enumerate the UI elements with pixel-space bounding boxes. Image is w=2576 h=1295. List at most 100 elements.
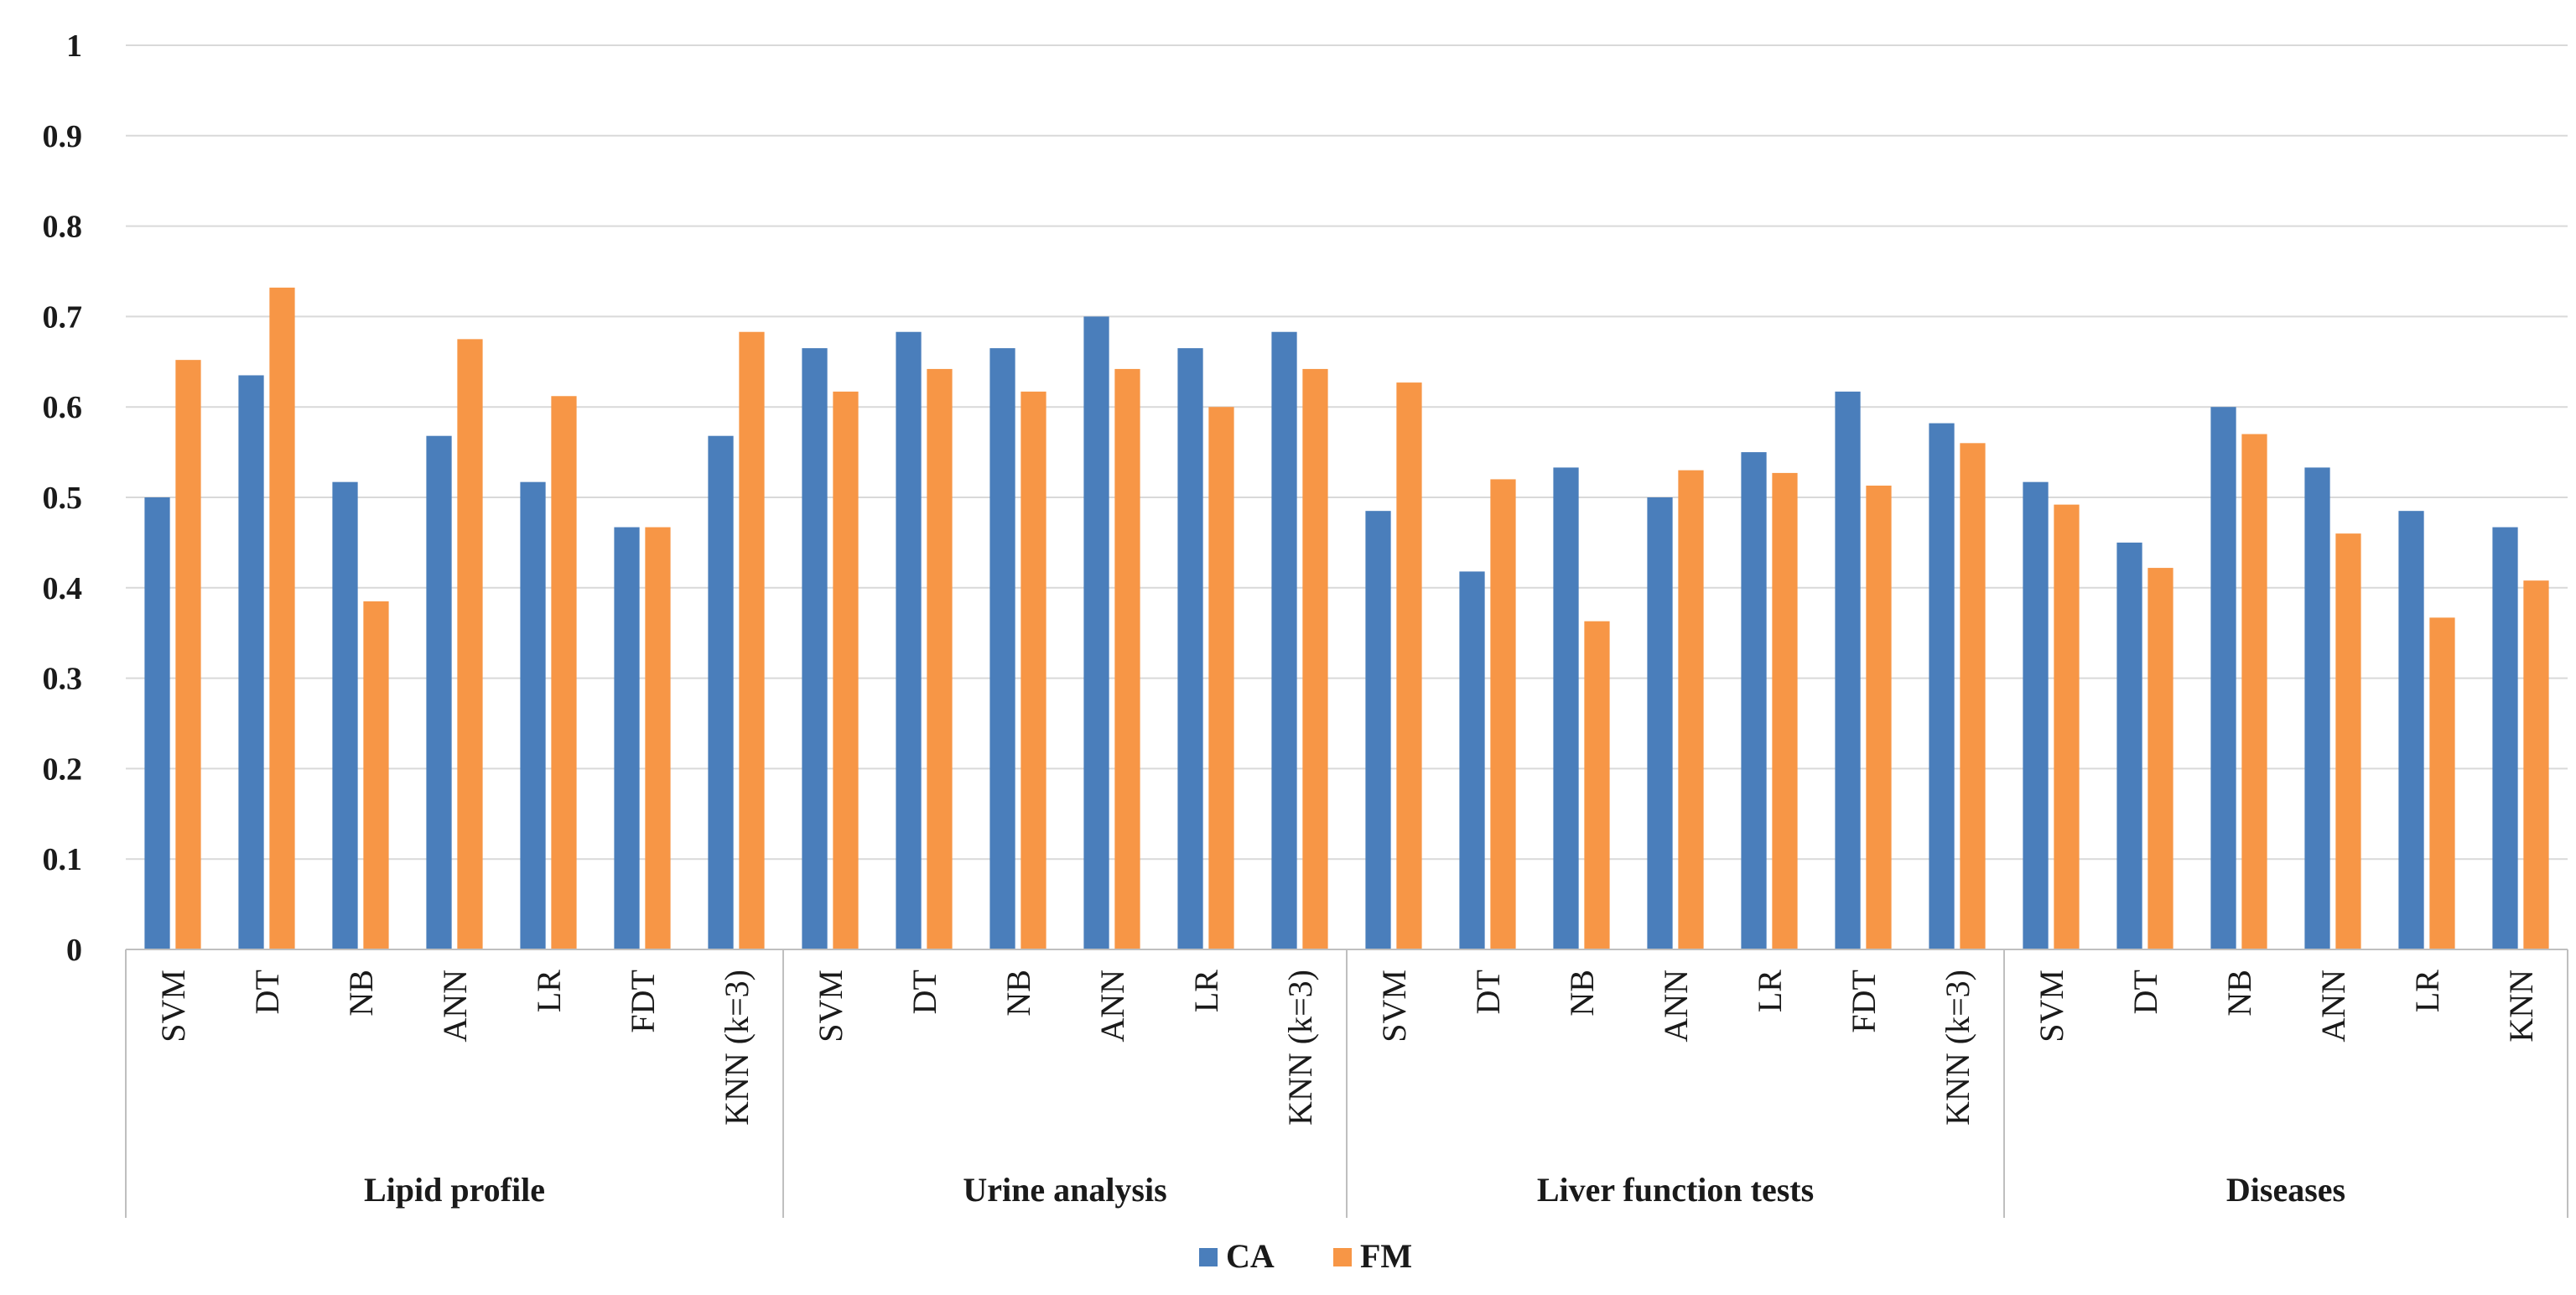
bar-fm <box>1302 368 1328 949</box>
bar-fm <box>1021 391 1046 949</box>
x-tick-label: ANN <box>1657 970 1695 1043</box>
bar-fm <box>1396 382 1422 949</box>
x-tick-label: ANN <box>436 970 474 1043</box>
bar-ca <box>1835 391 1861 949</box>
x-tick-label: DT <box>1469 970 1507 1014</box>
bar-fm <box>645 527 671 949</box>
x-tick-label: LR <box>2408 970 2446 1012</box>
bar-fm <box>1208 407 1234 949</box>
bar-fm <box>739 331 765 949</box>
y-tick-label: 0.5 <box>43 481 83 516</box>
y-tick-label: 0.8 <box>43 210 83 245</box>
bar-ca <box>332 481 358 949</box>
bar-ca <box>614 527 640 949</box>
bar-ca <box>2023 481 2049 949</box>
bar-fm <box>2241 434 2267 949</box>
group-labels: Lipid profile Urine analysis Liver functio… <box>364 1171 2345 1209</box>
legend-label-fm: FM <box>1360 1237 1412 1275</box>
group-label: Lipid profile <box>364 1171 545 1209</box>
bar-ca <box>426 435 452 949</box>
bar-fm <box>1490 479 1516 949</box>
gridlines <box>126 44 2568 861</box>
group-label: Liver function tests <box>1537 1171 1814 1209</box>
bar-ca <box>2398 511 2424 949</box>
x-tick-label: KNN (k=3) <box>1939 970 1976 1126</box>
bar-fm <box>1866 485 1892 949</box>
bar-ca <box>1177 348 1203 949</box>
bar-ca <box>708 435 734 949</box>
bar-fm <box>1772 472 1798 949</box>
x-tick-label: DT <box>2127 970 2164 1014</box>
legend-label-ca: CA <box>1226 1237 1275 1275</box>
bar-ca <box>1647 497 1673 949</box>
group-label: Diseases <box>2226 1171 2345 1209</box>
bar-fm <box>363 601 389 949</box>
bar-ca <box>1271 331 1297 949</box>
bar-ca <box>144 497 170 949</box>
x-tick-label: NB <box>1000 970 1037 1017</box>
y-tick-label: 0 <box>66 933 82 968</box>
bar-fm <box>2335 533 2361 949</box>
x-tick-label: NB <box>342 970 380 1017</box>
bar-ca <box>2304 467 2330 949</box>
y-tick-label: 0.9 <box>43 119 83 154</box>
bar-fm <box>1114 368 1140 949</box>
x-tick-label: SVM <box>154 970 192 1043</box>
bar-ca <box>896 331 922 949</box>
bar-fm <box>457 339 483 950</box>
bar-fm <box>1678 470 1704 949</box>
x-tick-label: SVM <box>1375 970 1413 1043</box>
x-tick-label: LR <box>530 970 568 1012</box>
bar-fm <box>833 391 859 949</box>
legend-swatch-ca <box>1199 1248 1218 1266</box>
bar-fm <box>927 368 953 949</box>
y-tick-label: 0.4 <box>43 571 83 606</box>
bar-fm <box>1960 443 1986 949</box>
legend-swatch-fm <box>1333 1248 1352 1266</box>
bar-ca <box>802 348 828 949</box>
x-tick-label: SVM <box>812 970 849 1043</box>
bar-ca <box>1459 571 1485 949</box>
x-tick-label: DT <box>906 970 943 1014</box>
x-tick-label: LR <box>1187 970 1225 1012</box>
y-tick-label: 0.1 <box>43 842 83 877</box>
x-tick-label: NB <box>2220 970 2258 1017</box>
bar-fm <box>2429 617 2455 949</box>
bar-ca <box>238 375 264 950</box>
y-tick-label: 0.3 <box>43 662 83 697</box>
x-tick-label: ANN <box>1093 970 1131 1043</box>
bar-ca <box>1929 423 1955 949</box>
bars <box>144 287 2549 950</box>
bar-ca <box>2492 527 2518 949</box>
y-tick-label: 1 <box>66 29 82 64</box>
x-axis <box>125 949 2568 1218</box>
x-tick-label: KNN (k=3) <box>718 970 756 1126</box>
bar-fm <box>1584 621 1610 949</box>
x-tick-label: DT <box>248 970 286 1014</box>
x-tick-label: FDT <box>1845 970 1883 1033</box>
legend: CA FM <box>1199 1237 1412 1275</box>
x-tick-label: KNN <box>2502 970 2540 1043</box>
bar-ca <box>1741 452 1767 949</box>
bar-ca <box>2116 542 2142 949</box>
bar-fm <box>2523 580 2549 949</box>
group-label: Urine analysis <box>963 1171 1166 1209</box>
bar-fm <box>2148 568 2174 949</box>
bar-fm <box>269 287 295 949</box>
bar-fm <box>175 360 201 949</box>
x-tick-label: LR <box>1751 970 1789 1012</box>
x-tick-label: NB <box>1563 970 1601 1017</box>
y-tick-label: 0.6 <box>43 390 83 425</box>
x-tick-label: KNN (k=3) <box>1281 970 1319 1126</box>
bar-fm <box>551 396 577 949</box>
bar-ca <box>520 481 546 949</box>
category-labels: SVM DT NB ANN LR FDT KNN (k=3) SVM DT NB ANN LR KNN … <box>154 970 2540 1126</box>
bar-ca <box>989 348 1015 949</box>
bar-ca <box>2210 407 2236 949</box>
y-axis-ticks: 0 0.1 0.2 0.3 0.4 0.5 0.6 0.7 0.8 0.9 1 <box>43 29 83 968</box>
bar-ca <box>1553 467 1579 949</box>
x-tick-label: FDT <box>624 970 662 1033</box>
bar-ca <box>1083 316 1109 949</box>
